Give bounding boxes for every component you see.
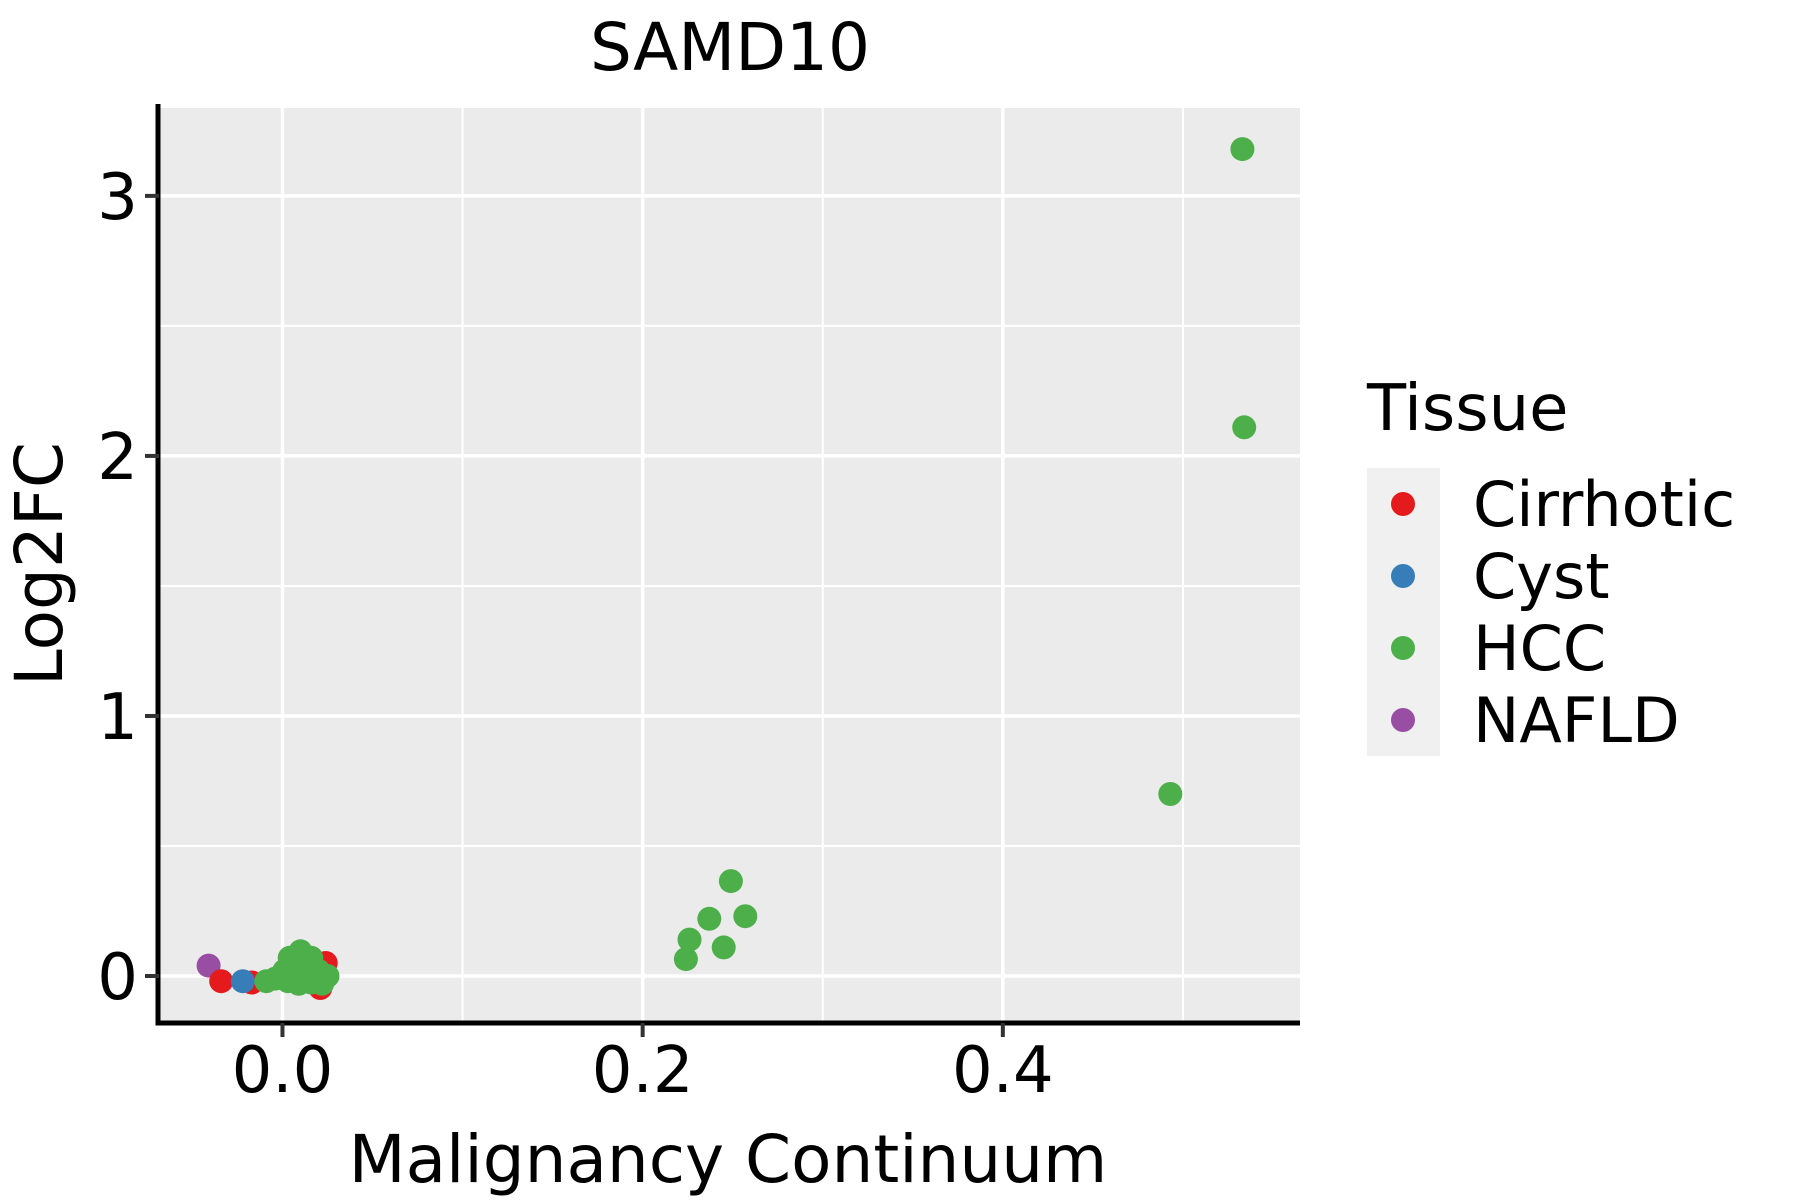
data-point-hcc — [673, 947, 698, 972]
legend-entry-label: NAFLD — [1473, 684, 1680, 757]
data-point-hcc — [315, 964, 340, 988]
y-tick-label: 1 — [97, 681, 138, 755]
legend-entry: NAFLD — [1367, 684, 1680, 757]
axis-lines — [155, 104, 1300, 1026]
x-tick-label: 0.2 — [592, 1034, 694, 1108]
data-point-hcc — [718, 869, 743, 894]
data-point-hcc — [1230, 137, 1255, 162]
data-point-hcc — [1158, 782, 1183, 806]
y-tick-label: 3 — [97, 161, 138, 235]
data-point-cyst — [230, 969, 255, 994]
x-axis-title: Malignancy Continuum — [349, 1121, 1108, 1198]
legend-entry-label: Cirrhotic — [1473, 468, 1735, 541]
data-points — [196, 137, 1257, 1000]
tick-marks — [145, 193, 1005, 1037]
legend-entry: HCC — [1367, 612, 1606, 685]
data-point-cirrhotic — [209, 969, 234, 994]
x-tick-label: 0.0 — [232, 1034, 334, 1108]
legend-swatch-icon — [1391, 564, 1415, 588]
legend-entry-label: Cyst — [1473, 540, 1610, 613]
tick-labels: 0.0 0.2 0.4 0 1 2 3 — [97, 161, 1053, 1108]
data-point-hcc — [1232, 415, 1257, 440]
legend-title: Tissue — [1366, 372, 1569, 446]
data-point-hcc — [733, 904, 758, 929]
minor-gridlines — [160, 108, 1300, 1021]
chart-title: SAMD10 — [590, 9, 870, 86]
data-point-hcc — [677, 927, 702, 952]
y-axis-title: Log2FC — [1, 442, 78, 686]
y-tick-label: 0 — [97, 941, 138, 1015]
legend-swatch-icon — [1391, 492, 1415, 516]
legend-swatch-icon — [1391, 708, 1415, 732]
legend-entry-label: HCC — [1473, 612, 1606, 685]
legend-entry: Cyst — [1367, 540, 1610, 613]
legend-swatch-icon — [1391, 636, 1415, 660]
major-gridlines — [160, 108, 1300, 1021]
plot-panel — [160, 108, 1300, 1021]
data-point-hcc — [711, 935, 736, 960]
x-tick-label: 0.4 — [952, 1034, 1054, 1108]
legend-entry: Cirrhotic — [1367, 468, 1735, 541]
y-tick-label: 2 — [97, 421, 138, 495]
data-point-hcc — [697, 906, 722, 931]
